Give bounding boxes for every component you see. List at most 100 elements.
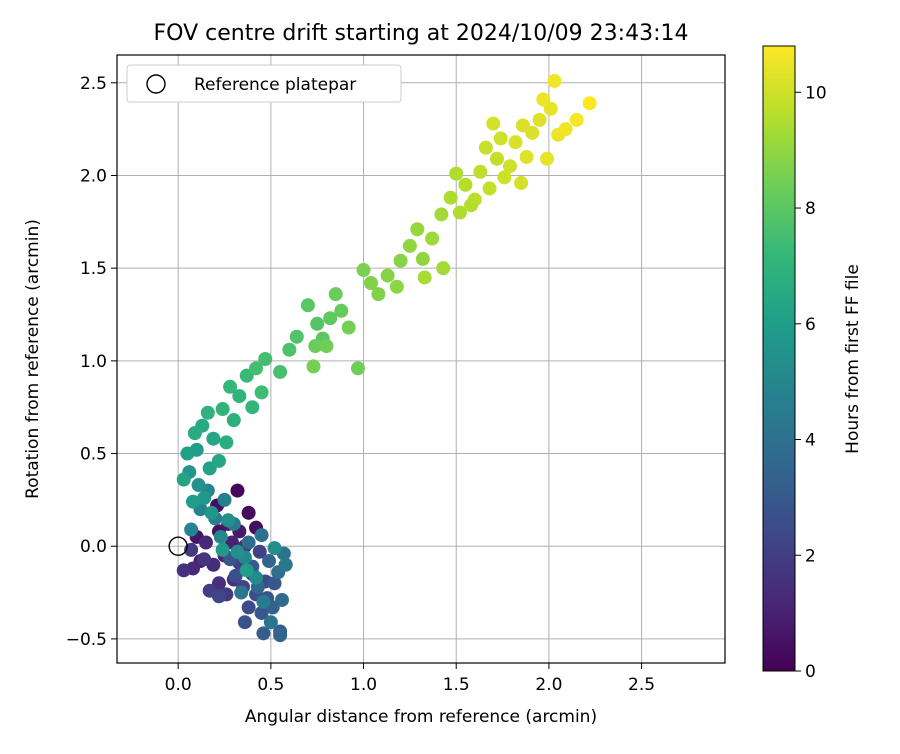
data-point <box>449 166 464 181</box>
colorbar-label: Hours from first FF file <box>843 264 863 454</box>
data-point <box>490 151 504 166</box>
data-point <box>184 522 199 537</box>
data-point <box>200 405 215 420</box>
colorbar-tick-label: 6 <box>805 315 816 335</box>
data-point <box>334 303 349 318</box>
x-tick-label: 0.0 <box>165 675 192 695</box>
data-point <box>198 535 213 550</box>
data-point <box>197 491 212 506</box>
y-tick-label: 0.0 <box>80 537 107 557</box>
x-axis-ticks: 0.0 0.5 1.0 1.5 2.0 2.5 <box>165 663 655 695</box>
data-point <box>371 287 386 302</box>
data-point <box>211 453 226 468</box>
data-point <box>237 615 252 630</box>
y-axis-label: Rotation from reference (arcmin) <box>23 219 43 499</box>
data-point <box>234 585 249 600</box>
data-point <box>187 426 202 441</box>
data-point <box>478 140 493 155</box>
data-point <box>241 505 256 520</box>
data-point <box>389 279 404 294</box>
x-tick-label: 0.5 <box>257 675 284 695</box>
data-point <box>436 261 451 276</box>
data-point <box>547 73 562 88</box>
data-point <box>363 276 378 290</box>
data-point <box>515 118 530 133</box>
data-point <box>254 385 269 400</box>
data-point <box>206 431 221 446</box>
data-point <box>458 177 473 192</box>
data-point <box>350 361 365 376</box>
legend-open-circle-icon <box>146 74 166 94</box>
colorbar-tick-label: 0 <box>805 662 816 682</box>
data-point <box>434 207 449 222</box>
data-point <box>274 592 289 607</box>
data-points <box>176 73 597 643</box>
data-point <box>443 190 458 205</box>
data-point <box>356 263 371 278</box>
data-point <box>393 253 408 268</box>
data-point <box>273 628 288 643</box>
x-axis-label: Angular distance from reference (arcmin) <box>245 707 597 727</box>
data-point <box>241 535 256 550</box>
data-point <box>310 316 325 331</box>
data-point <box>186 494 200 509</box>
colorbar-tick-label: 2 <box>805 546 816 566</box>
data-point <box>278 557 293 572</box>
data-point <box>215 542 230 557</box>
data-point <box>267 576 282 591</box>
data-point <box>540 151 555 166</box>
data-point <box>256 594 271 609</box>
data-point <box>486 116 501 131</box>
colorbar-tick-label: 8 <box>805 199 816 219</box>
data-point <box>582 96 597 111</box>
data-point <box>323 311 338 326</box>
data-point <box>258 352 273 366</box>
y-tick-label: 2.0 <box>80 166 107 186</box>
x-tick-label: 2.5 <box>628 675 655 695</box>
data-point <box>306 359 321 374</box>
data-point <box>502 159 517 174</box>
data-point <box>497 170 512 185</box>
data-point <box>569 112 584 127</box>
data-point <box>300 298 315 313</box>
data-point <box>245 400 260 415</box>
data-point <box>176 472 191 487</box>
data-point <box>263 615 278 630</box>
data-point <box>415 251 430 266</box>
legend: Reference platepar <box>126 64 402 103</box>
data-point <box>219 435 234 450</box>
legend-box <box>126 64 402 103</box>
y-tick-label: 0.5 <box>80 445 107 465</box>
data-point <box>213 529 228 544</box>
data-point <box>328 287 343 302</box>
data-point <box>452 205 467 220</box>
data-point <box>380 268 395 283</box>
data-point <box>319 339 334 354</box>
data-point <box>228 568 243 583</box>
data-point <box>223 379 238 394</box>
data-point <box>211 589 226 604</box>
colorbar-gradient <box>762 45 796 672</box>
plot-frame <box>116 54 726 664</box>
data-point <box>241 600 256 615</box>
data-point <box>215 402 230 417</box>
data-point <box>217 492 232 507</box>
data-point <box>230 544 245 559</box>
data-point <box>232 389 247 404</box>
data-point <box>473 164 488 179</box>
data-point <box>267 541 282 556</box>
data-point <box>519 149 534 164</box>
data-point <box>204 505 219 520</box>
x-tick-label: 2.0 <box>535 675 562 695</box>
data-point <box>464 198 479 213</box>
data-point <box>239 563 254 578</box>
colorbar: 0 2 4 6 8 10 Hours from first FF file <box>762 45 863 682</box>
data-point <box>262 554 276 569</box>
data-point <box>402 238 417 253</box>
y-tick-label: 1.0 <box>80 352 107 372</box>
data-point <box>180 446 195 461</box>
data-point <box>176 563 191 578</box>
data-point <box>417 270 432 285</box>
data-point <box>493 131 508 146</box>
data-point <box>226 413 241 428</box>
